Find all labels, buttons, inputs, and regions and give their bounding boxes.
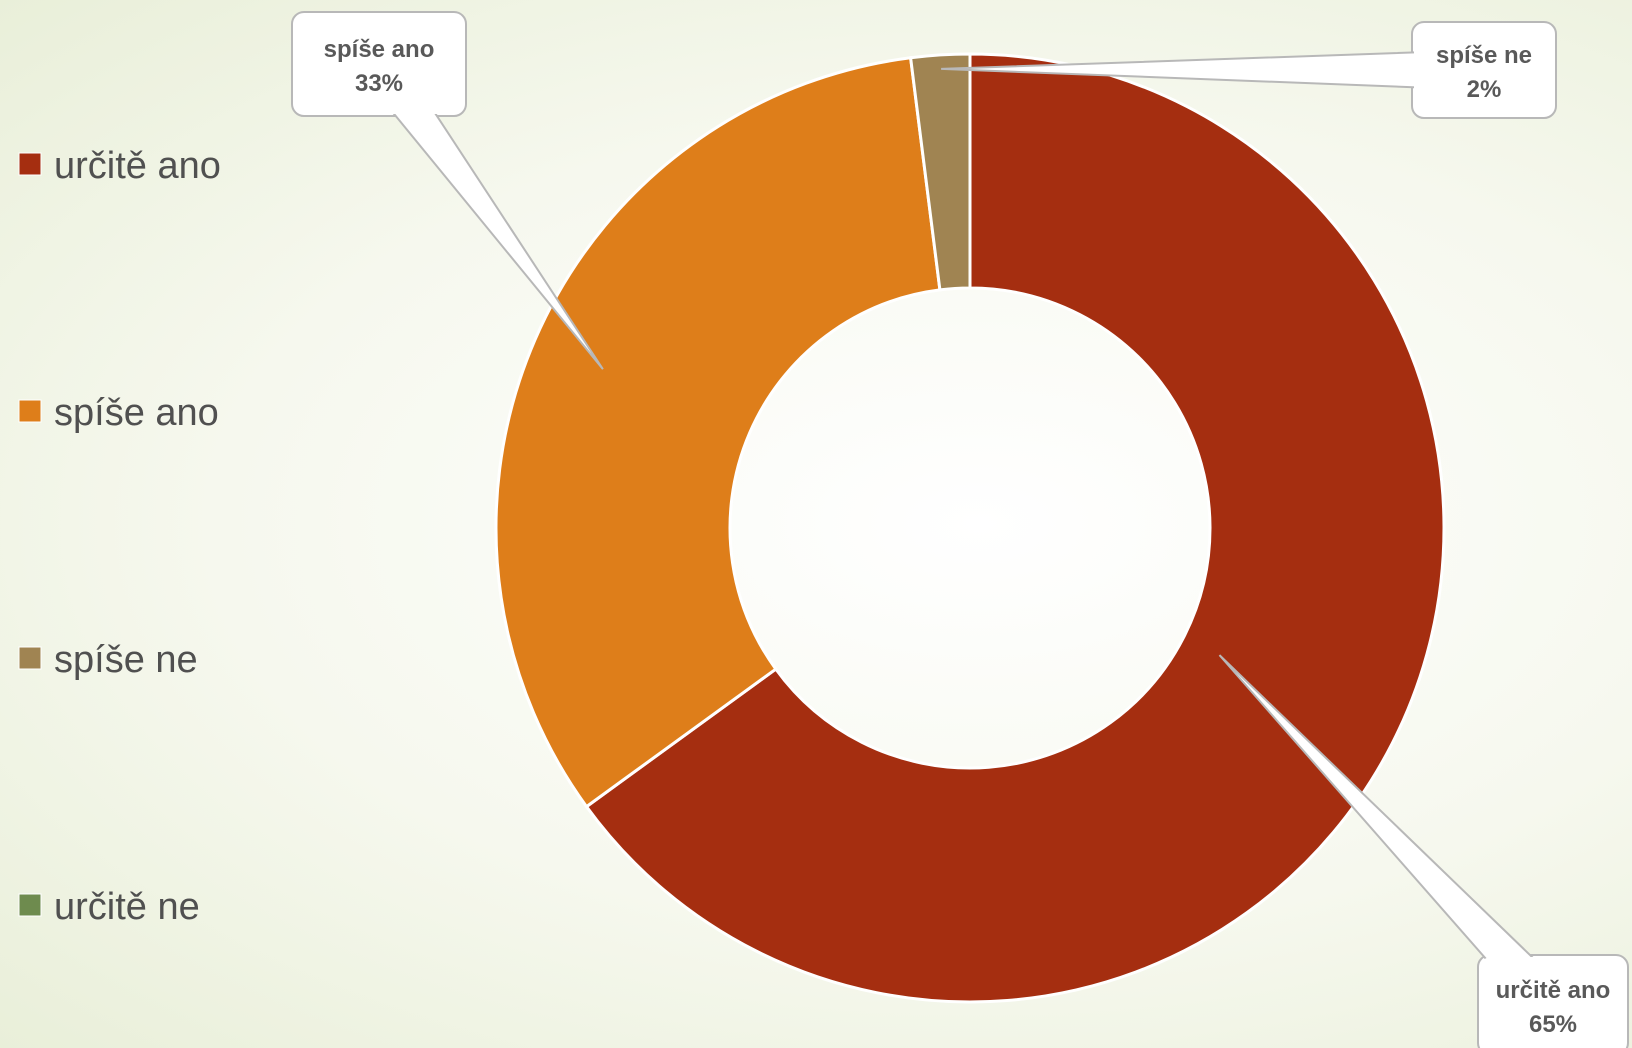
callout-category: spíše ano [324, 36, 435, 63]
callout-value: 65% [1529, 1011, 1577, 1038]
data-label-spise-ne: spíše ne 2% [941, 21, 1557, 119]
callout-value: 2% [1467, 76, 1502, 103]
slice-spise-ano [494, 56, 942, 809]
legend-swatch [18, 399, 42, 423]
legend-swatch [18, 893, 42, 917]
legend-label: určitě ne [54, 886, 200, 928]
callout-fill [294, 14, 464, 114]
callout-fill [1480, 957, 1626, 1048]
chart-legend: určitě ano spíše ano spíše ne určitě ne [18, 145, 221, 928]
legend-item-spise-ano: spíše ano [18, 392, 219, 434]
legend-label: určitě ano [54, 145, 221, 187]
legend-label: spíše ano [54, 392, 219, 434]
legend-item-spise-ne: spíše ne [18, 639, 198, 681]
chart-slices [494, 52, 1446, 1004]
callout-category: spíše ne [1436, 42, 1532, 69]
slice-spise-ne [908, 52, 972, 292]
data-label-urcite-ano: určitě ano 65% [1218, 654, 1629, 1048]
legend-swatch [18, 152, 42, 176]
legend-swatch [18, 646, 42, 670]
data-label-spise-ano: spíše ano 33% [291, 11, 604, 370]
chart-data-labels: určitě ano 65% spíše ano 33% spíše ne 2% [291, 11, 1629, 1048]
legend-item-urcite-ne: určitě ne [18, 886, 200, 928]
callout-value: 33% [355, 70, 403, 97]
callout-fill [1414, 24, 1554, 116]
slice-urcite-ano [584, 52, 1446, 1004]
legend-item-urcite-ano: určitě ano [18, 145, 221, 187]
legend-label: spíše ne [54, 639, 198, 681]
callout-category: určitě ano [1496, 977, 1611, 1004]
